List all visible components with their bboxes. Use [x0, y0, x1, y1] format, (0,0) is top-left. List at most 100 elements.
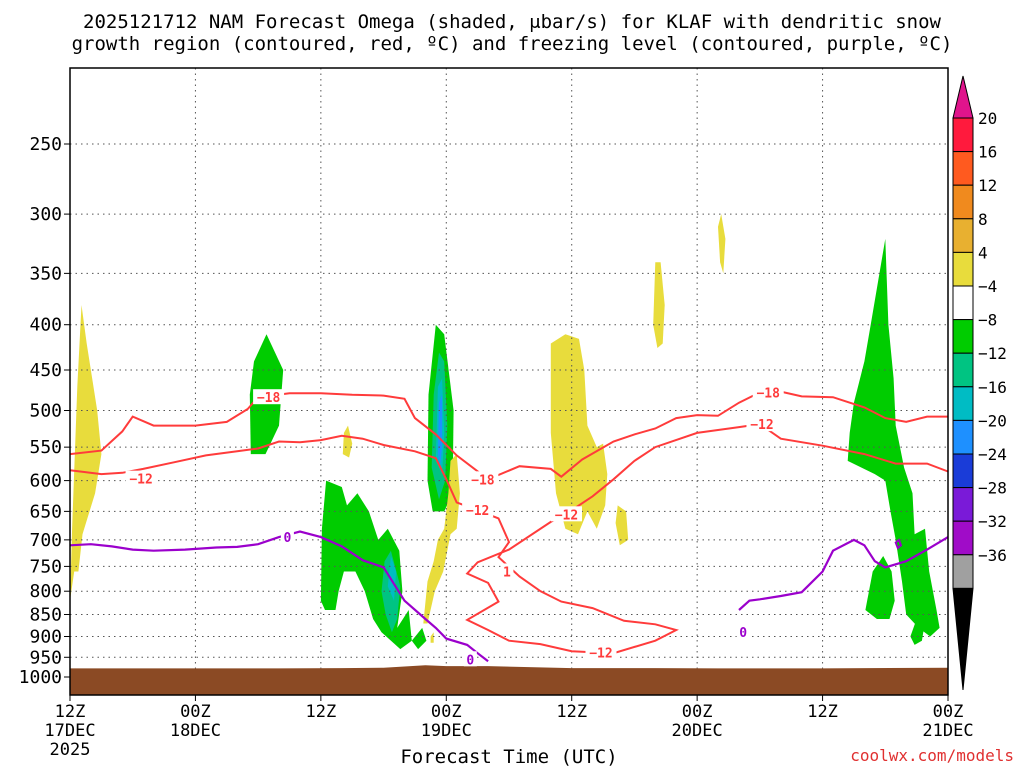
y-tick-label: 400: [29, 315, 62, 336]
contour-label: 1: [503, 565, 511, 580]
colorbar-swatch: [952, 520, 974, 556]
omega-blob-blue-9: [437, 394, 443, 468]
y-tick-label: 450: [29, 360, 62, 381]
x-tick-label-time: 00Z: [933, 702, 964, 722]
x-tick-label-time: 00Z: [431, 702, 462, 722]
colorbar-label: 4: [978, 243, 988, 262]
omega-blob-green-18: [865, 556, 895, 619]
chart-title-line1: 2025121712 NAM Forecast Omega (shaded, μ…: [83, 11, 941, 33]
omega-blob-green-17: [847, 238, 940, 637]
freezing-level-contour-small: [894, 538, 903, 550]
y-axis: 2503003504004505005506006507007508008509…: [19, 134, 70, 688]
x-tick-label-date: 19DEC: [421, 721, 472, 741]
colorbar-swatch: [952, 218, 974, 253]
colorbar-label: 12: [978, 176, 997, 195]
x-axis-label: Forecast Time (UTC): [400, 746, 617, 768]
colorbar-label: −4: [978, 277, 997, 296]
y-tick-label: 850: [29, 605, 62, 626]
colorbar-bottom-arrow: [952, 587, 974, 691]
x-tick-label-date: 18DEC: [170, 721, 221, 741]
x-tick-label-time: 12Z: [305, 702, 336, 722]
colorbar-swatch: [952, 251, 974, 287]
colorbar-swatch: [952, 419, 974, 455]
y-tick-label: 750: [29, 556, 62, 577]
contour-label-bg: [462, 502, 494, 518]
x-tick-label-time: 12Z: [55, 702, 86, 722]
contour-label-layer: −18 −12 −18 −12 −12 −18 −12 −12 1 0 0 0: [125, 384, 784, 668]
colorbar-label: −36: [978, 546, 1007, 565]
omega-blob-yellow-15: [653, 262, 665, 348]
colorbar-label: −24: [978, 445, 1007, 464]
colorbar-swatch: [952, 554, 974, 589]
contour-label-bg: [125, 470, 157, 486]
colorbar-swatch: [952, 319, 974, 354]
contour-label: 0: [466, 653, 474, 668]
contour-label: −18: [471, 473, 495, 488]
x-tick-label-date: 17DEC: [44, 721, 95, 741]
colorbar-label: 16: [978, 143, 997, 162]
credit-text: coolwx.com/models: [850, 746, 1014, 765]
colorbar-label: −20: [978, 411, 1007, 430]
colorbar-swatch: [952, 285, 974, 321]
y-tick-label: 950: [29, 647, 62, 668]
contour-label-bg: [550, 506, 582, 522]
omega-blob-yellow-2: [342, 425, 353, 458]
dgz-minus12-contour: [69, 423, 949, 655]
terrain-fill: [70, 665, 948, 695]
colorbar-swatch: [952, 386, 974, 421]
colorbar-swatch: [952, 117, 974, 153]
colorbar-swatch: [952, 184, 974, 220]
omega-blob-green-12: [411, 627, 427, 650]
x-tick-label-time: 12Z: [556, 702, 587, 722]
colorbar: 20 16 12 8 4 −4 −8 −12 −16 −20 −24 −28 −32 −36: [952, 75, 1007, 691]
freezing-level-contour-left: [69, 530, 489, 663]
colorbar-label: −28: [978, 479, 1007, 498]
y-tick-label: 600: [29, 471, 62, 492]
contour-label: −12: [750, 418, 773, 433]
y-tick-label: 500: [29, 401, 62, 422]
colorbar-label: 20: [978, 109, 997, 128]
terrain-layer: [70, 665, 948, 695]
contour-label: −12: [466, 504, 489, 519]
contour-label: −18: [756, 386, 780, 401]
omega-shading-layer: [70, 214, 940, 650]
contour-label: 0: [739, 626, 747, 641]
omega-blob-yellow-14: [615, 505, 629, 546]
contour-label-bg: [463, 651, 477, 667]
freezing-level-contour-right: [738, 536, 949, 611]
x-tick-label-year: 2025: [50, 740, 91, 760]
contour-label-bg: [752, 384, 784, 400]
colorbar-label: −8: [978, 311, 997, 330]
contour-label-bg: [467, 471, 499, 487]
contour-layer: [69, 390, 949, 663]
omega-blob-yellow-13: [550, 334, 608, 535]
y-tick-label: 800: [29, 581, 62, 602]
plot-frame: [69, 67, 949, 696]
y-tick-label: 300: [29, 204, 62, 225]
x-tick-label-time: 00Z: [682, 702, 713, 722]
contour-label-bg: [736, 624, 750, 640]
x-tick-label-time: 12Z: [807, 702, 838, 722]
contour-label: −12: [555, 508, 578, 523]
contour-label: −18: [257, 391, 281, 406]
colorbar-swatch: [952, 453, 974, 489]
colorbar-label: 8: [978, 210, 988, 229]
contour-label-bg: [280, 529, 294, 545]
contour-label-bg: [253, 389, 285, 405]
x-tick-label-time: 00Z: [180, 702, 211, 722]
chart-title-line2: growth region (contoured, red, ºC) and f…: [72, 33, 953, 55]
contour-label: −12: [589, 646, 612, 661]
y-tick-label: 550: [29, 437, 62, 458]
omega-blob-cyan-5: [387, 556, 397, 601]
omega-blob-yellow-16: [718, 214, 726, 274]
x-tick-label-date: 20DEC: [672, 721, 723, 741]
contour-label: −12: [129, 473, 152, 488]
contour-label-bg: [746, 416, 778, 432]
contour-label: 0: [283, 531, 291, 546]
colorbar-swatch: [952, 487, 974, 522]
x-tick-label-date: 21DEC: [922, 721, 973, 741]
contour-label-bg: [585, 644, 617, 660]
dgz-minus18-contour: [69, 390, 948, 481]
